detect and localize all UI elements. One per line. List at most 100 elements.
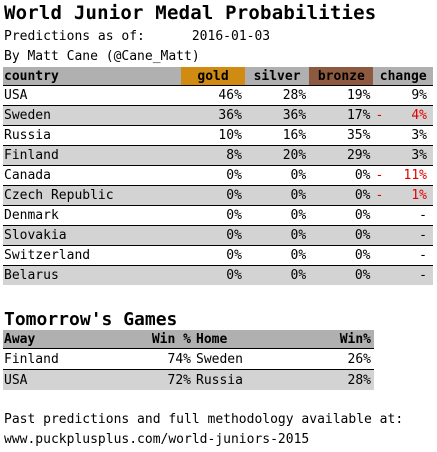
change-cell: 3% bbox=[373, 145, 433, 166]
silver-cell: 16% bbox=[244, 125, 310, 146]
games-table-header: Away Win % Home Win% bbox=[3, 330, 374, 349]
change-cell: - bbox=[373, 225, 433, 246]
country-cell: Slovakia bbox=[3, 225, 182, 246]
away-win: 72% bbox=[133, 369, 194, 390]
country-cell: Sweden bbox=[3, 105, 182, 126]
change-cell: - 1% bbox=[373, 185, 433, 206]
change-value: - bbox=[419, 228, 427, 243]
change-value: 3% bbox=[411, 148, 427, 163]
country-cell: Canada bbox=[3, 165, 182, 186]
country-cell: Finland bbox=[3, 145, 182, 166]
change-cell: 3% bbox=[373, 125, 433, 146]
bronze-cell: 17% bbox=[309, 105, 374, 126]
header-change: change bbox=[373, 67, 433, 86]
change-sign: - bbox=[375, 188, 384, 203]
header-gold: gold bbox=[181, 67, 245, 86]
header-bronze: bronze bbox=[309, 67, 374, 86]
bronze-cell: 29% bbox=[309, 145, 374, 166]
change-sign: - bbox=[375, 168, 384, 183]
header-home: Home bbox=[194, 330, 306, 349]
table-row: Denmark 0% 0% 0% - bbox=[3, 205, 433, 226]
silver-cell: 36% bbox=[244, 105, 310, 126]
table-row: Switzerland 0% 0% 0% - bbox=[3, 245, 433, 266]
table-row: Sweden 36% 36% 17% -4% bbox=[3, 105, 433, 126]
country-cell: Belarus bbox=[3, 265, 182, 285]
gold-cell: 0% bbox=[181, 265, 245, 285]
silver-cell: 0% bbox=[244, 245, 310, 266]
header-away: Away bbox=[3, 330, 134, 349]
medal-probability-table: country gold silver bronze change USA 46%… bbox=[3, 67, 433, 285]
change-cell: - 11% bbox=[373, 165, 433, 186]
change-value: - bbox=[419, 268, 427, 283]
bronze-cell: 35% bbox=[309, 125, 374, 146]
bronze-cell: 19% bbox=[309, 85, 374, 106]
bronze-cell: 0% bbox=[309, 265, 374, 285]
silver-cell: 0% bbox=[244, 225, 310, 246]
games-table: Away Win % Home Win% Finland 74% Sweden 26%… bbox=[3, 330, 374, 390]
country-cell: USA bbox=[3, 85, 182, 106]
table-row: Czech Republic 0% 0% 0% -1% bbox=[3, 185, 433, 206]
silver-cell: 0% bbox=[244, 165, 310, 186]
gold-cell: 0% bbox=[181, 165, 245, 186]
gold-cell: 0% bbox=[181, 205, 245, 226]
gold-cell: 0% bbox=[181, 225, 245, 246]
change-sign: - bbox=[375, 108, 384, 123]
change-value: 4% bbox=[411, 108, 427, 123]
gold-cell: 8% bbox=[181, 145, 245, 166]
games-title: Tomorrow's Games bbox=[4, 309, 178, 330]
country-cell: Switzerland bbox=[3, 245, 182, 266]
silver-cell: 0% bbox=[244, 185, 310, 206]
predictions-date: 2016-01-03 bbox=[191, 29, 271, 44]
gold-cell: 36% bbox=[181, 105, 245, 126]
header-country: country bbox=[3, 67, 182, 86]
table-row: USA 46% 28% 19% 9% bbox=[3, 85, 433, 106]
table-row: Finland 8% 20% 29% 3% bbox=[3, 145, 433, 166]
change-cell: - bbox=[373, 245, 433, 266]
change-value: - bbox=[419, 248, 427, 263]
home-win: 26% bbox=[305, 348, 374, 370]
table-row: Russia 10% 16% 35% 3% bbox=[3, 125, 433, 146]
predictions-label: Predictions as of: bbox=[4, 29, 145, 44]
footer-text: Past predictions and full methodology av… bbox=[4, 412, 404, 427]
change-value: 3% bbox=[411, 128, 427, 143]
away-win: 74% bbox=[133, 348, 194, 370]
bronze-cell: 0% bbox=[309, 205, 374, 226]
silver-cell: 0% bbox=[244, 205, 310, 226]
away-team: Finland bbox=[3, 348, 134, 370]
bronze-cell: 0% bbox=[309, 245, 374, 266]
country-cell: Denmark bbox=[3, 205, 182, 226]
home-win: 28% bbox=[305, 369, 374, 390]
silver-cell: 0% bbox=[244, 265, 310, 285]
gold-cell: 0% bbox=[181, 185, 245, 206]
change-value: 1% bbox=[411, 188, 427, 203]
home-team: Sweden bbox=[194, 348, 306, 370]
silver-cell: 20% bbox=[244, 145, 310, 166]
change-value: - bbox=[419, 208, 427, 223]
change-cell: - bbox=[373, 265, 433, 285]
header-away-win: Win % bbox=[133, 330, 194, 349]
change-cell: 9% bbox=[373, 85, 433, 106]
table-row: Canada 0% 0% 0% -11% bbox=[3, 165, 433, 186]
game-row: Finland 74% Sweden 26% bbox=[3, 348, 374, 370]
country-cell: Czech Republic bbox=[3, 185, 182, 206]
gold-cell: 46% bbox=[181, 85, 245, 106]
silver-cell: 28% bbox=[244, 85, 310, 106]
change-cell: - 4% bbox=[373, 105, 433, 126]
change-cell: - bbox=[373, 205, 433, 226]
gold-cell: 10% bbox=[181, 125, 245, 146]
country-cell: Russia bbox=[3, 125, 182, 146]
change-value: 9% bbox=[411, 88, 427, 103]
page-title: World Junior Medal Probabilities bbox=[4, 2, 377, 24]
header-silver: silver bbox=[244, 67, 310, 86]
header-home-win: Win% bbox=[305, 330, 374, 349]
away-team: USA bbox=[3, 369, 134, 390]
footer-url: www.puckplusplus.com/world-juniors-2015 bbox=[4, 432, 310, 447]
byline: By Matt Cane (@Cane_Matt) bbox=[4, 49, 200, 64]
bronze-cell: 0% bbox=[309, 225, 374, 246]
predictions-line: Predictions as of: 2016-01-03 bbox=[4, 29, 270, 44]
bronze-cell: 0% bbox=[309, 165, 374, 186]
home-team: Russia bbox=[194, 369, 306, 390]
game-row: USA 72% Russia 28% bbox=[3, 369, 374, 390]
table-row: Slovakia 0% 0% 0% - bbox=[3, 225, 433, 246]
table-row: Belarus 0% 0% 0% - bbox=[3, 265, 433, 285]
